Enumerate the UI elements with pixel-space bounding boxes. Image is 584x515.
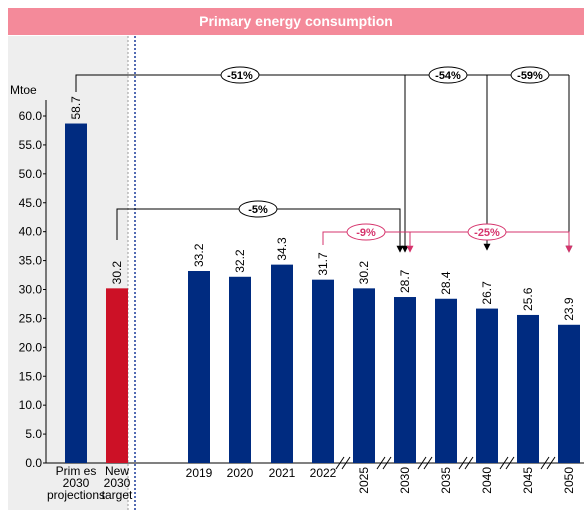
value-label: 30.2 (110, 261, 124, 285)
value-label: 26.7 (480, 281, 494, 305)
axis-break (341, 456, 351, 470)
bar (188, 270, 210, 463)
bar (353, 288, 375, 463)
connector (75, 74, 569, 92)
axis-break (423, 456, 433, 470)
x-tick-label: 2021 (269, 466, 296, 480)
y-tick-label: 35.0 (19, 254, 43, 268)
annotation-oval (238, 200, 278, 218)
annotation-oval (428, 66, 468, 84)
x-tick-label: 2030 (398, 467, 412, 494)
axis-break (464, 456, 474, 470)
bar (312, 279, 334, 463)
bar (271, 264, 293, 463)
y-tick-label: 15.0 (19, 369, 43, 383)
x-tick-label: 2019 (186, 466, 213, 480)
y-tick-label: 25.0 (19, 311, 43, 325)
y-tick-label: 60.0 (19, 109, 43, 123)
annotation: -59% (517, 70, 543, 82)
axis-break (540, 456, 550, 470)
annotation-oval (346, 223, 386, 241)
chart-title: Primary energy consumption (199, 13, 393, 29)
x-tick-label: 2020 (227, 466, 254, 480)
value-label: 28.7 (398, 269, 412, 293)
bar (65, 123, 87, 463)
y-tick-label: 20.0 (19, 340, 43, 354)
y-tick-label: 40.0 (19, 225, 43, 239)
value-label: 31.7 (316, 252, 330, 276)
axis-break (499, 456, 509, 470)
x-tick-label: 2050 (562, 467, 576, 494)
bar (476, 308, 498, 463)
x-tick-label: 2035 (439, 467, 453, 494)
y-tick-label: 10.0 (19, 398, 43, 412)
value-label: 58.7 (69, 96, 83, 120)
bar (517, 314, 539, 463)
y-tick-label: 0.0 (25, 456, 42, 470)
annotation-oval (220, 66, 260, 84)
y-tick-label: 50.0 (19, 167, 43, 181)
y-tick-label: 30.0 (19, 283, 43, 297)
annotation-oval (467, 223, 507, 241)
bar (558, 324, 580, 463)
bar (229, 276, 251, 463)
title-bar (8, 8, 584, 35)
annotation: -25% (474, 227, 500, 239)
bar (394, 297, 416, 463)
annotation: -51% (227, 70, 253, 82)
axis-break (382, 456, 392, 470)
annotation: -9% (356, 227, 376, 239)
x-tick-label: 2025 (357, 467, 371, 494)
axis-break (505, 456, 515, 470)
bar (435, 298, 457, 463)
y-tick-label: 55.0 (19, 138, 43, 152)
y-axis-label: Mtoe (10, 83, 37, 97)
axis-break (376, 456, 386, 470)
value-label: 23.9 (562, 297, 576, 321)
bar (106, 288, 128, 463)
value-label: 33.2 (192, 243, 206, 267)
value-label: 30.2 (357, 261, 371, 285)
value-label: 25.6 (521, 287, 535, 311)
axis-break (417, 456, 427, 470)
axis-break (546, 456, 556, 470)
axis-break (335, 456, 345, 470)
value-label: 28.4 (439, 271, 453, 295)
x-tick-label: New 2030 target (102, 464, 133, 502)
annotation: -54% (435, 70, 461, 82)
annotation: -5% (248, 204, 268, 216)
axis-break (458, 456, 468, 470)
x-tick-label: Prim es 2030 projections (47, 464, 105, 502)
value-label: 32.2 (233, 249, 247, 273)
x-tick-label: 2022 (310, 466, 337, 480)
x-tick-label: 2040 (480, 467, 494, 494)
x-tick-label: 2045 (521, 467, 535, 494)
value-label: 34.3 (275, 237, 289, 261)
y-tick-label: 5.0 (25, 427, 42, 441)
connector (322, 231, 573, 253)
annotation-oval (510, 66, 550, 84)
y-tick-label: 45.0 (19, 196, 43, 210)
